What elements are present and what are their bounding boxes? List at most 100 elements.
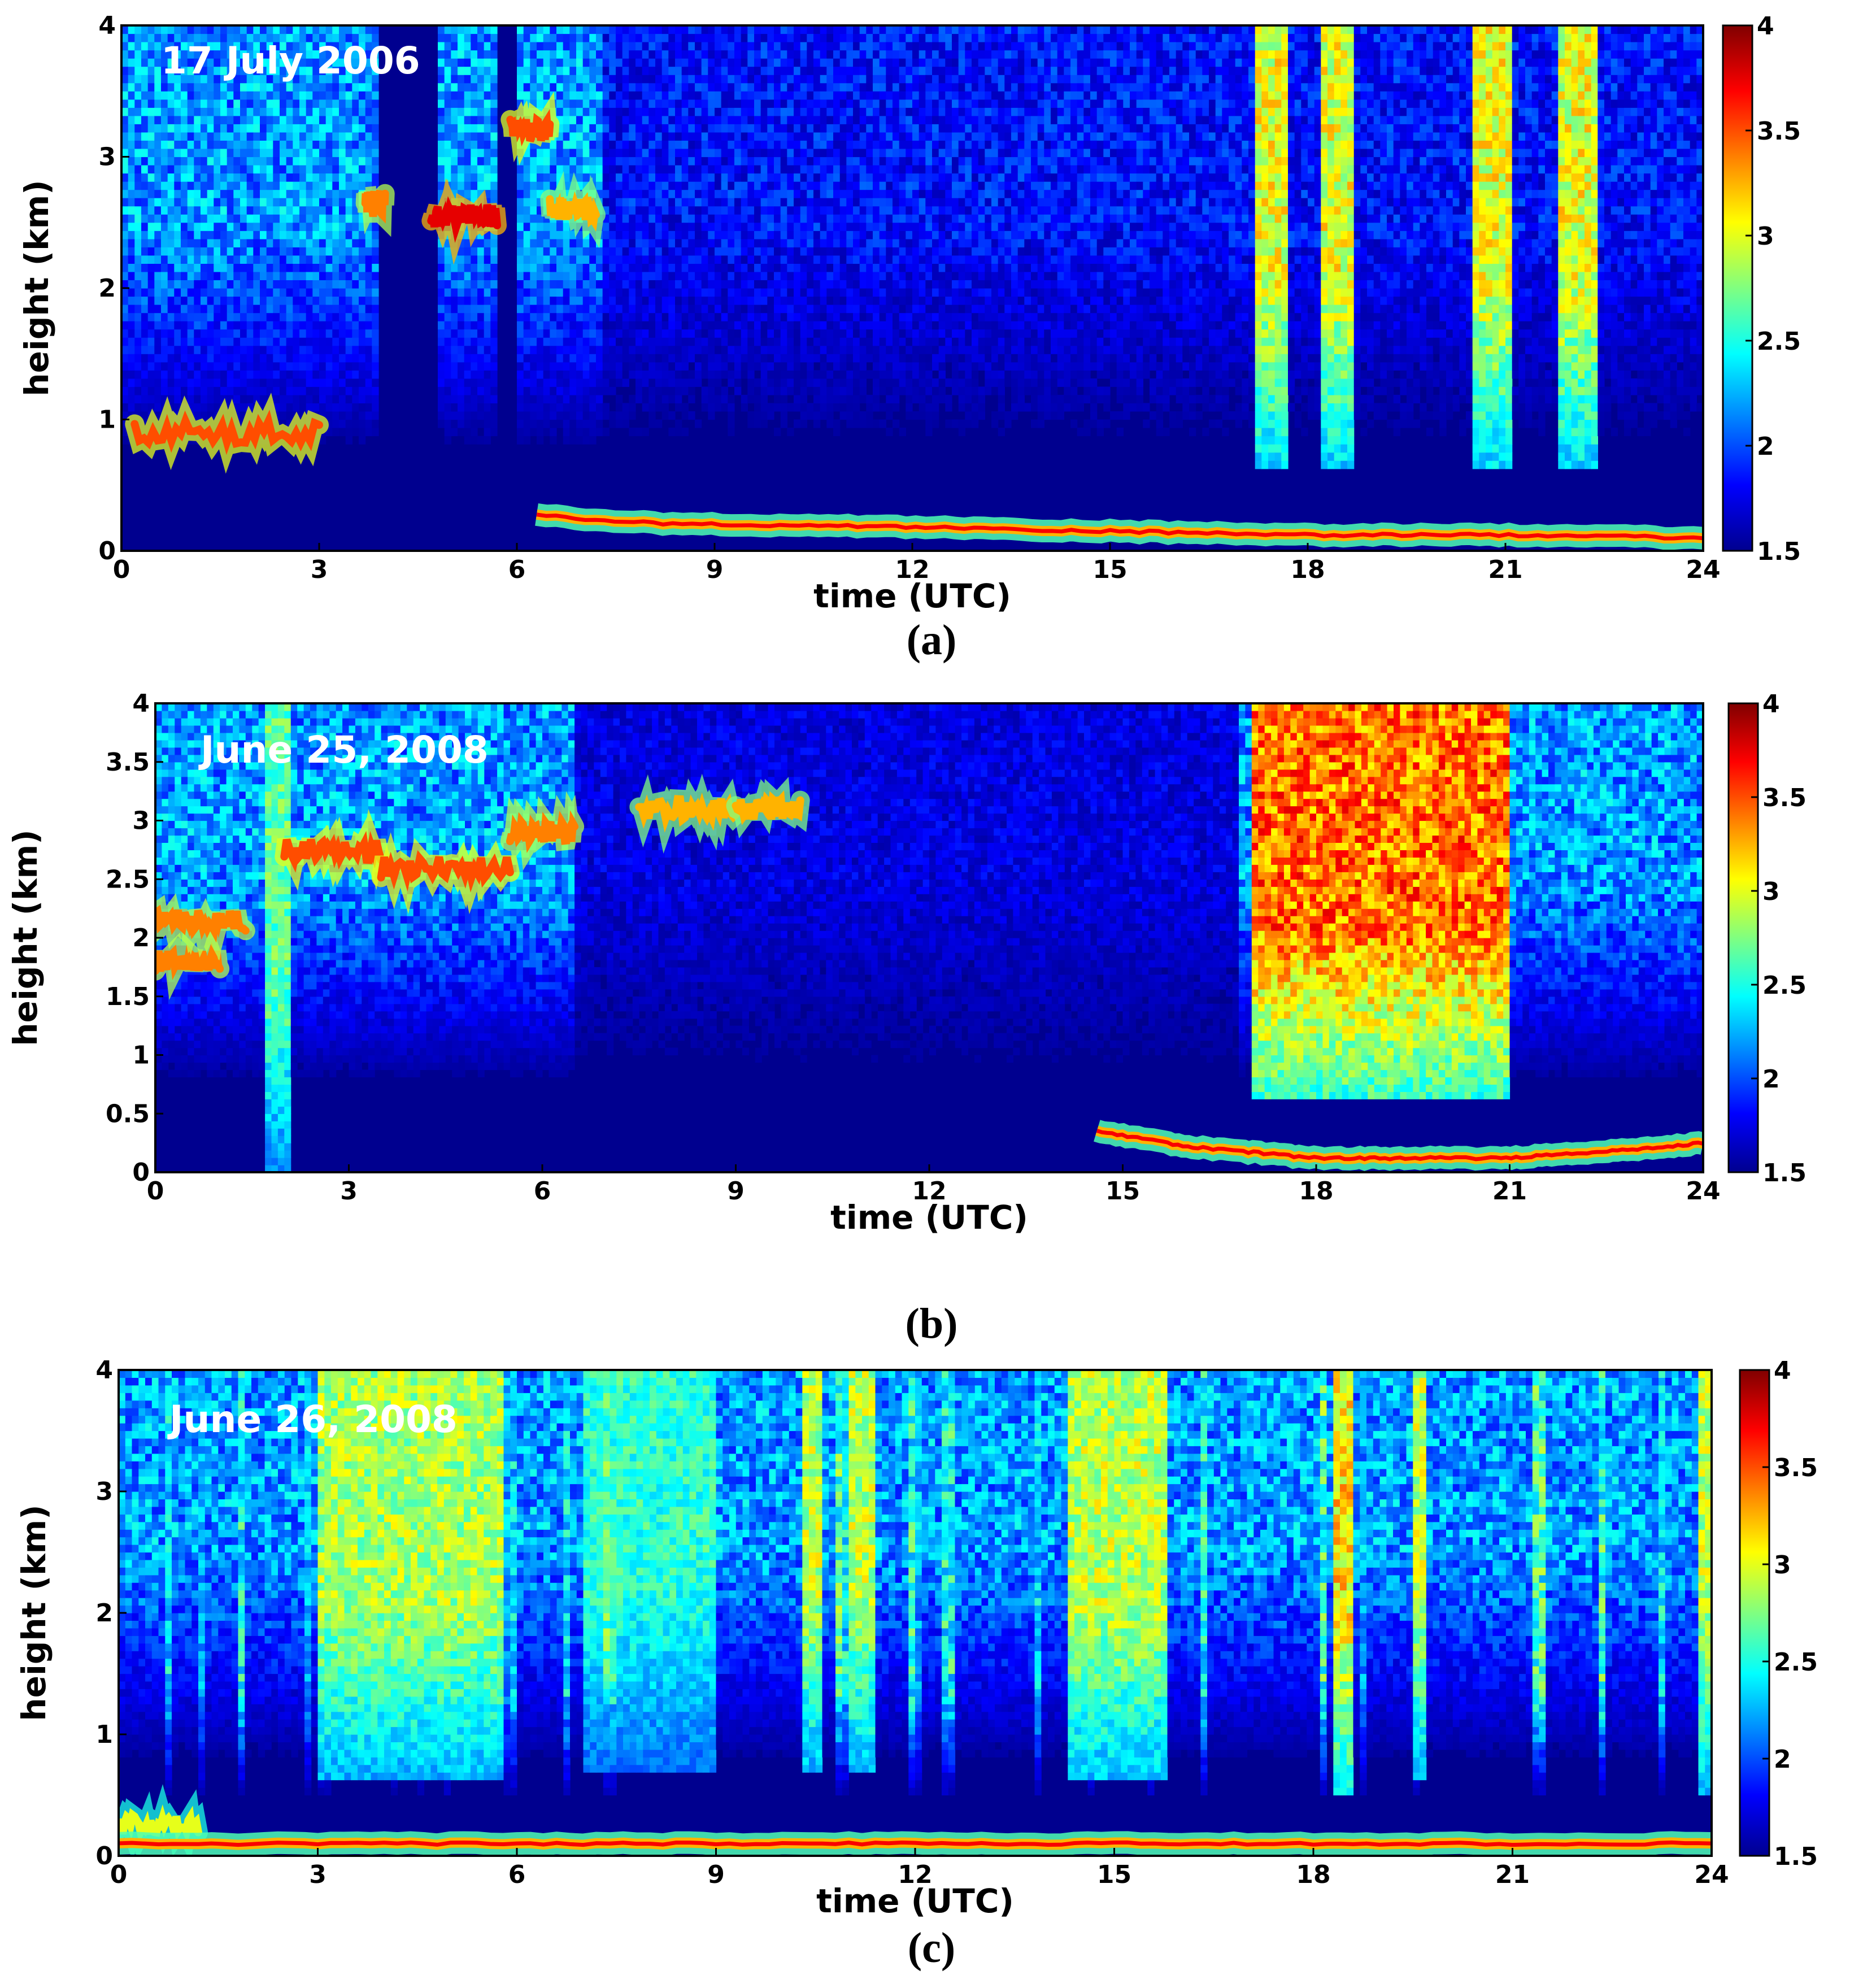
x-tick-label: 24 bbox=[1686, 555, 1720, 584]
x-tick-label: 18 bbox=[1290, 555, 1325, 584]
panel-a-caption: (a) bbox=[0, 616, 1863, 665]
x-tick-label: 3 bbox=[309, 1860, 327, 1889]
colorbar-tick-label: 4 bbox=[1757, 12, 1774, 41]
heatmap-cells bbox=[119, 1370, 1712, 1796]
colorbar-tick-label: 3 bbox=[1762, 877, 1780, 906]
x-tick-label: 3 bbox=[311, 555, 328, 584]
panel-c-date-label: June 26, 2008 bbox=[167, 1398, 458, 1441]
panel-b-heatmap bbox=[155, 703, 1703, 1172]
y-tick-label: 2 bbox=[95, 1599, 113, 1628]
colorbar-tick-label: 2 bbox=[1762, 1065, 1780, 1094]
elevated-layer bbox=[500, 791, 585, 871]
panel-b: 0 3 6 9 12 15 18 21 24 0 0.5 1 1.5 2 2.5 3 3.5 4 June 25… bbox=[0, 667, 1863, 1347]
colorbar-scale bbox=[1727, 702, 1759, 1173]
panel-c-colorbar: 1.5 2 2.5 3 3.5 4 bbox=[1739, 1356, 1818, 1871]
y-tick-label: 1 bbox=[132, 1041, 150, 1070]
panel-a-x-axis-title: time (UTC) bbox=[813, 577, 1011, 615]
elevated-layer bbox=[125, 393, 329, 474]
y-tick-label: 0 bbox=[98, 537, 116, 565]
elevated-layer bbox=[726, 777, 810, 839]
colorbar-tick-label: 1.5 bbox=[1774, 1842, 1818, 1871]
x-tick-label: 9 bbox=[706, 555, 724, 584]
colorbar-tick-label: 3 bbox=[1774, 1551, 1791, 1580]
panel-a-x-ticks: 0 3 6 9 12 15 18 21 24 bbox=[113, 543, 1721, 584]
colorbar-tick-label: 3.5 bbox=[1757, 117, 1801, 146]
panel-a-y-ticks: 0 1 2 3 4 bbox=[98, 11, 129, 565]
boundary-layer bbox=[119, 1831, 1712, 1856]
boundary-layer bbox=[1094, 1120, 1703, 1171]
x-tick-label: 24 bbox=[1694, 1860, 1729, 1889]
colorbar-tick-label: 2.5 bbox=[1757, 327, 1801, 356]
panel-b-y-ticks: 0 0.5 1 1.5 2 2.5 3 3.5 4 bbox=[106, 689, 163, 1187]
y-tick-label: 0 bbox=[132, 1158, 150, 1187]
elevated-layer bbox=[500, 92, 560, 166]
x-tick-label: 18 bbox=[1296, 1860, 1330, 1889]
y-tick-label: 2.5 bbox=[106, 865, 150, 894]
panel-c-heatmap bbox=[119, 1370, 1712, 1856]
x-tick-label: 9 bbox=[727, 1177, 745, 1206]
x-tick-label: 18 bbox=[1299, 1177, 1333, 1206]
colorbar-scale bbox=[1739, 1369, 1770, 1857]
y-tick-label: 3 bbox=[95, 1477, 113, 1506]
x-tick-label: 15 bbox=[1105, 1177, 1140, 1206]
y-tick-label: 4 bbox=[98, 11, 116, 40]
x-tick-label: 6 bbox=[508, 1860, 526, 1889]
x-tick-label: 0 bbox=[147, 1177, 164, 1206]
panel-b-colorbar: 1.5 2 2.5 3 3.5 4 bbox=[1727, 690, 1807, 1187]
y-tick-label: 0 bbox=[95, 1842, 113, 1870]
elevated-layer bbox=[540, 171, 606, 249]
colorbar-tick-label: 4 bbox=[1774, 1356, 1791, 1385]
y-tick-label: 4 bbox=[95, 1356, 113, 1385]
y-tick-label: 3.5 bbox=[106, 748, 150, 777]
x-tick-label: 3 bbox=[340, 1177, 358, 1206]
heatmap-cells bbox=[121, 25, 1703, 469]
panel-b-x-ticks: 0 3 6 9 12 15 18 21 24 bbox=[147, 1164, 1721, 1206]
elevated-layer bbox=[629, 773, 746, 854]
elevated-layer bbox=[421, 178, 507, 265]
x-tick-label: 12 bbox=[895, 555, 929, 584]
y-tick-label: 0.5 bbox=[106, 1099, 150, 1128]
y-tick-label: 2 bbox=[98, 274, 116, 303]
panel-b-date-label: June 25, 2008 bbox=[198, 728, 489, 772]
colorbar-tick-label: 3 bbox=[1757, 222, 1774, 251]
panel-a-date-label: 17 July 2006 bbox=[161, 39, 420, 82]
y-tick-label: 4 bbox=[132, 689, 150, 718]
colorbar-tick-label: 2 bbox=[1774, 1745, 1791, 1774]
elevated-layer bbox=[275, 808, 391, 891]
colorbar-tick-label: 1.5 bbox=[1762, 1159, 1807, 1187]
colorbar-tick-label: 2.5 bbox=[1774, 1648, 1818, 1677]
x-tick-label: 12 bbox=[912, 1177, 946, 1206]
colorbar-scale bbox=[1722, 24, 1753, 552]
panel-b-y-axis-title: height (km) bbox=[6, 829, 45, 1046]
elevated-layer bbox=[355, 184, 395, 237]
panel-b-x-axis-title: time (UTC) bbox=[830, 1198, 1028, 1237]
colorbar-tick-label: 3.5 bbox=[1762, 784, 1807, 812]
panel-b-caption: (b) bbox=[0, 1299, 1863, 1348]
y-tick-label: 1 bbox=[98, 406, 116, 434]
colorbar-tick-label: 4 bbox=[1762, 690, 1780, 719]
x-tick-label: 21 bbox=[1492, 1177, 1527, 1206]
elevated-layer bbox=[119, 1784, 208, 1856]
elevated-layer bbox=[155, 923, 230, 1000]
colorbar-tick-label: 2 bbox=[1757, 432, 1774, 461]
panel-a-heatmap bbox=[121, 25, 1703, 551]
colorbar-tick-label: 1.5 bbox=[1757, 537, 1801, 566]
x-tick-label: 15 bbox=[1092, 555, 1127, 584]
panel-c-caption: (c) bbox=[0, 1924, 1863, 1973]
colorbar-tick-label: 3.5 bbox=[1774, 1454, 1818, 1482]
y-tick-label: 2 bbox=[132, 924, 150, 952]
panel-b-svg: 0 3 6 9 12 15 18 21 24 00.511.522.533.54 June 25… bbox=[6, 689, 1807, 1237]
panel-a-colorbar: 1.5 2 2.5 3 3.5 4 bbox=[1722, 12, 1801, 566]
y-tick-label: 3 bbox=[98, 143, 116, 172]
boundary-layer bbox=[535, 503, 1703, 550]
x-tick-label: 12 bbox=[898, 1860, 932, 1889]
panel-c-y-ticks: 0 1 2 3 4 bbox=[95, 1356, 127, 1870]
panel-c-y-axis-title: height (km) bbox=[15, 1504, 53, 1721]
x-tick-label: 0 bbox=[113, 555, 130, 584]
x-tick-label: 15 bbox=[1097, 1860, 1131, 1889]
y-tick-label: 1 bbox=[95, 1720, 113, 1749]
y-tick-label: 3 bbox=[132, 807, 150, 836]
